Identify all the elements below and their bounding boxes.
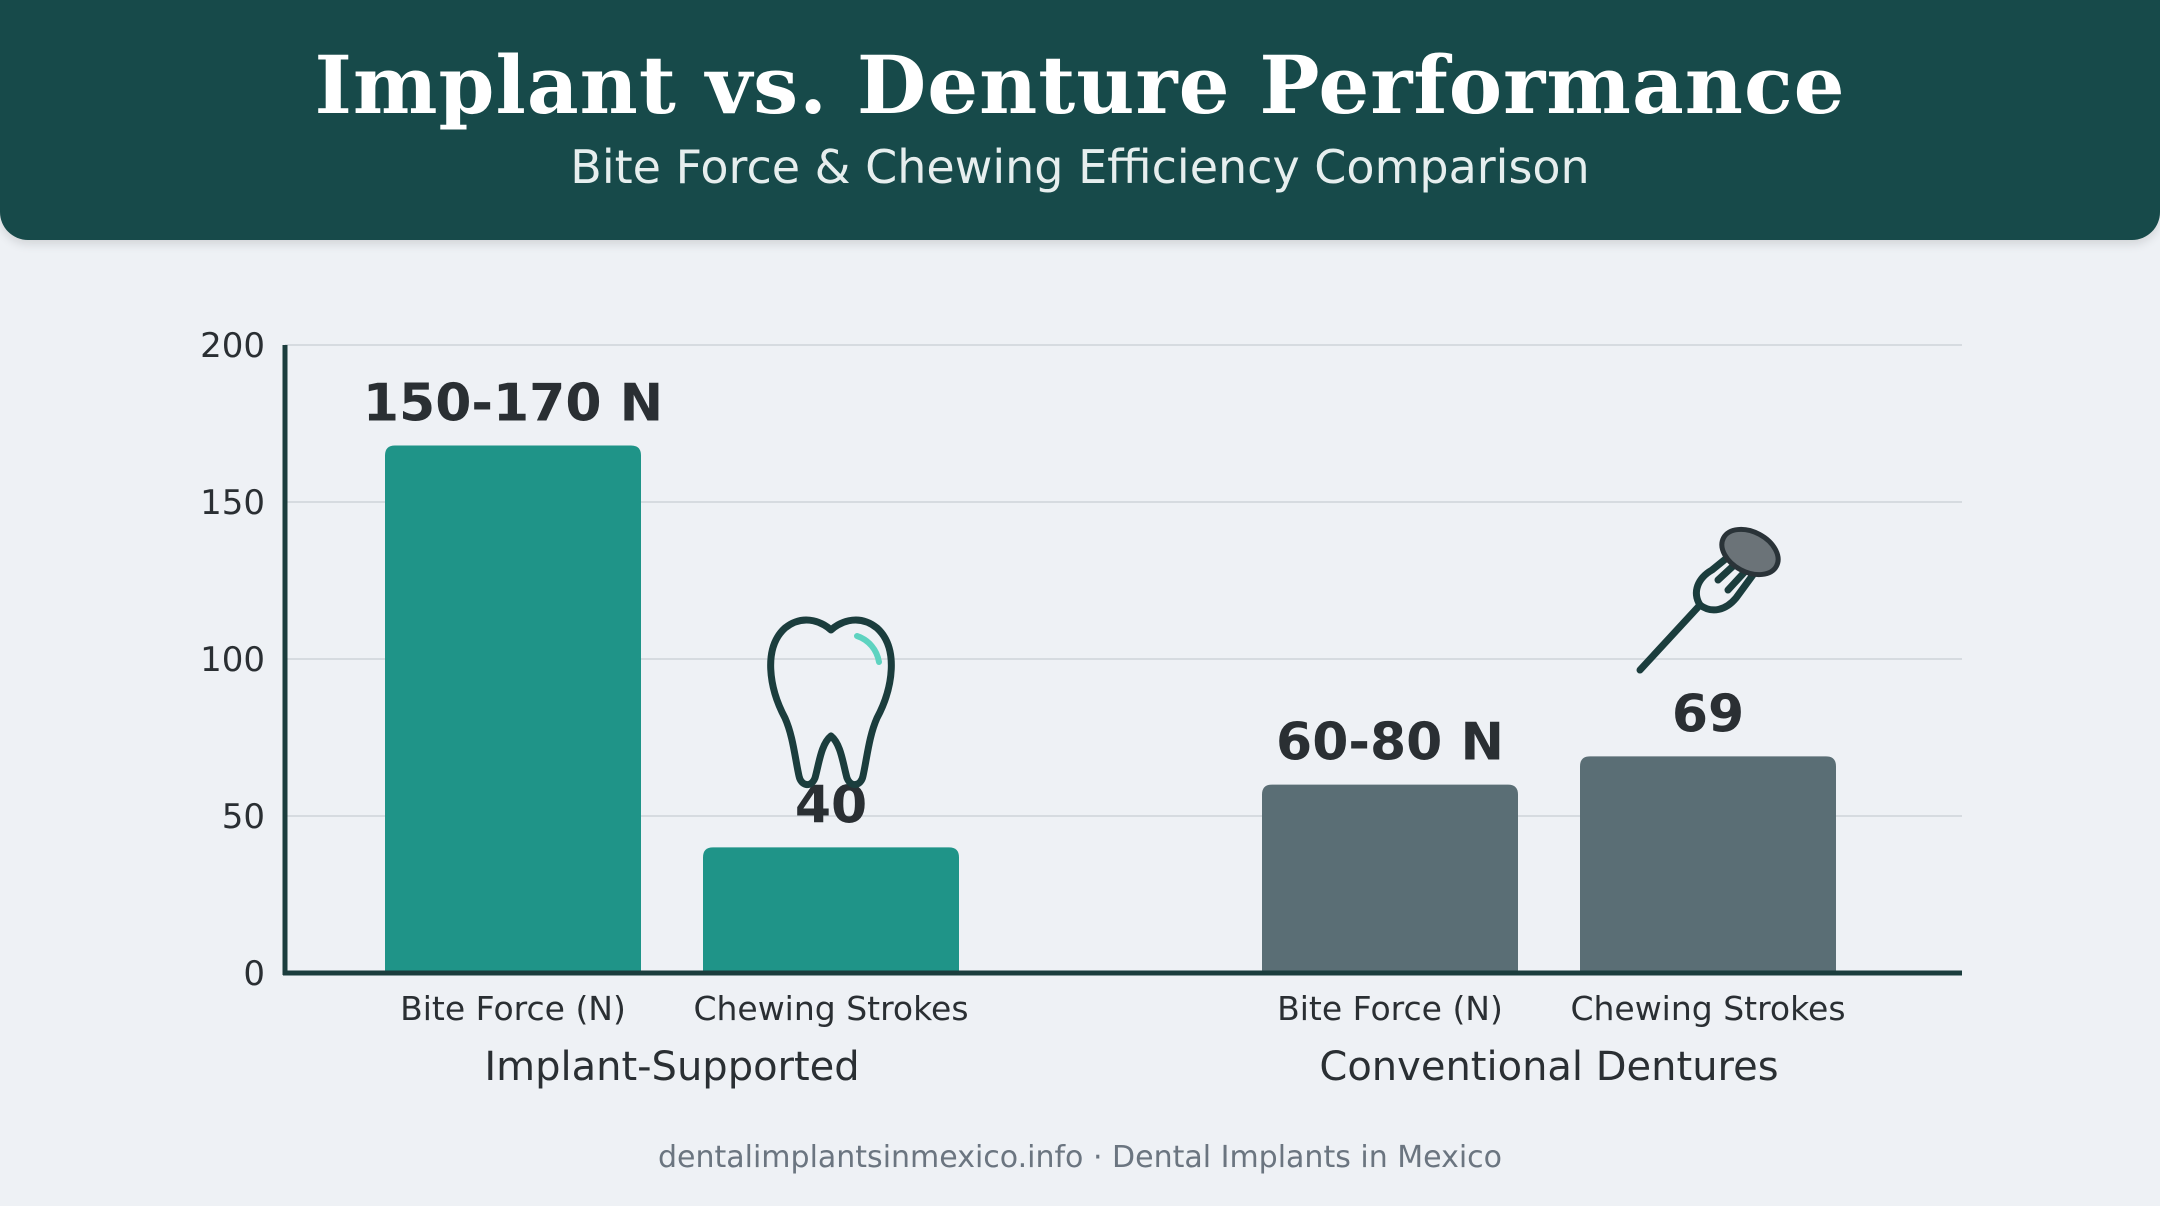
- y-tick-label: 100: [200, 640, 265, 680]
- axes: [282, 345, 1962, 976]
- x-tick-label: Bite Force (N): [1277, 989, 1503, 1028]
- x-tick-label: Chewing Strokes: [693, 989, 968, 1028]
- y-tick-label: 50: [222, 797, 265, 837]
- tooth-icon: [767, 616, 895, 788]
- bar: [385, 445, 641, 973]
- page-subtitle: Bite Force & Chewing Efficiency Comparis…: [570, 140, 1590, 194]
- bars: [385, 445, 1836, 973]
- y-tick-label: 200: [200, 326, 265, 366]
- bar: [1580, 756, 1836, 973]
- fork-icon: [1636, 526, 1781, 674]
- x-tick-label: Bite Force (N): [400, 989, 626, 1028]
- x-tick-label: Chewing Strokes: [1570, 989, 1845, 1028]
- bar: [703, 847, 959, 973]
- group-label: Implant-Supported: [484, 1044, 859, 1090]
- footer-source: dentalimplantsinmexico.info · Dental Imp…: [657, 1140, 1503, 1175]
- bar: [1262, 784, 1518, 973]
- header-banner: Implant vs. Denture Performance Bite For…: [0, 0, 2160, 240]
- group-label: Conventional Dentures: [1319, 1044, 1778, 1090]
- data-label: 150-170 N: [363, 373, 663, 433]
- data-label: 69: [1672, 684, 1744, 744]
- data-label: 60-80 N: [1276, 713, 1504, 773]
- y-tick-label: 0: [243, 954, 265, 994]
- page-title: Implant vs. Denture Performance: [314, 38, 1846, 132]
- y-tick-label: 150: [200, 483, 265, 523]
